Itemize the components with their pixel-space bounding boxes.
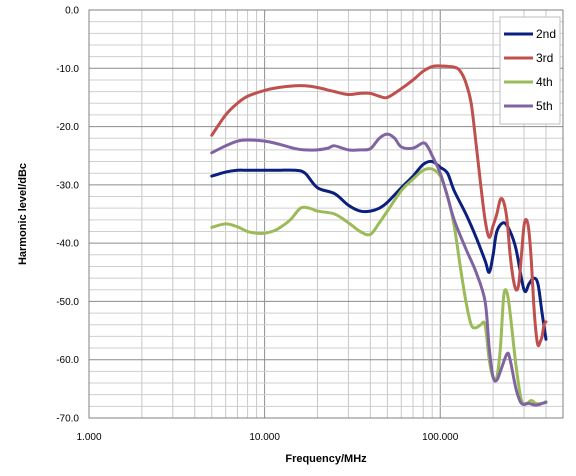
legend-label-2nd: 2nd [536, 27, 556, 41]
plot-area [88, 9, 564, 419]
y-tick-label: -60.0 [56, 355, 79, 366]
series-line-3rd [210, 64, 548, 348]
legend: 2nd 3rd 4th 5th [499, 16, 561, 125]
series-line-5th [210, 132, 548, 407]
y-tick-label: -10.0 [56, 64, 79, 75]
legend-label-4th: 4th [536, 75, 553, 89]
x-axis-title: Frequency/MHz [285, 453, 367, 465]
series-line-4th [210, 167, 548, 406]
x-tick-label: 10.000 [249, 432, 280, 443]
x-tick-label: 100.000 [422, 432, 459, 443]
y-tick-labels: 0.0 -10.0 -20.0 -30.0 -40.0 -50.0 -60.0 -70.0 [56, 6, 79, 425]
x-tick-label: 1.000 [76, 432, 101, 443]
y-axis-title: Harmonic level/dBc [17, 163, 29, 265]
series-lines [210, 64, 548, 407]
y-tick-label: -30.0 [56, 180, 79, 191]
grid [88, 9, 564, 419]
legend-label-3rd: 3rd [536, 51, 553, 65]
y-tick-label: -40.0 [56, 239, 79, 250]
legend-label-5th: 5th [536, 99, 553, 113]
y-tick-label: -20.0 [56, 122, 79, 133]
x-tick-labels: 1.000 10.000 100.000 [76, 432, 458, 443]
y-tick-label: -50.0 [56, 297, 79, 308]
series-line-2nd [210, 159, 548, 341]
y-tick-label: 0.0 [65, 6, 79, 17]
y-tick-label: -70.0 [56, 414, 79, 425]
